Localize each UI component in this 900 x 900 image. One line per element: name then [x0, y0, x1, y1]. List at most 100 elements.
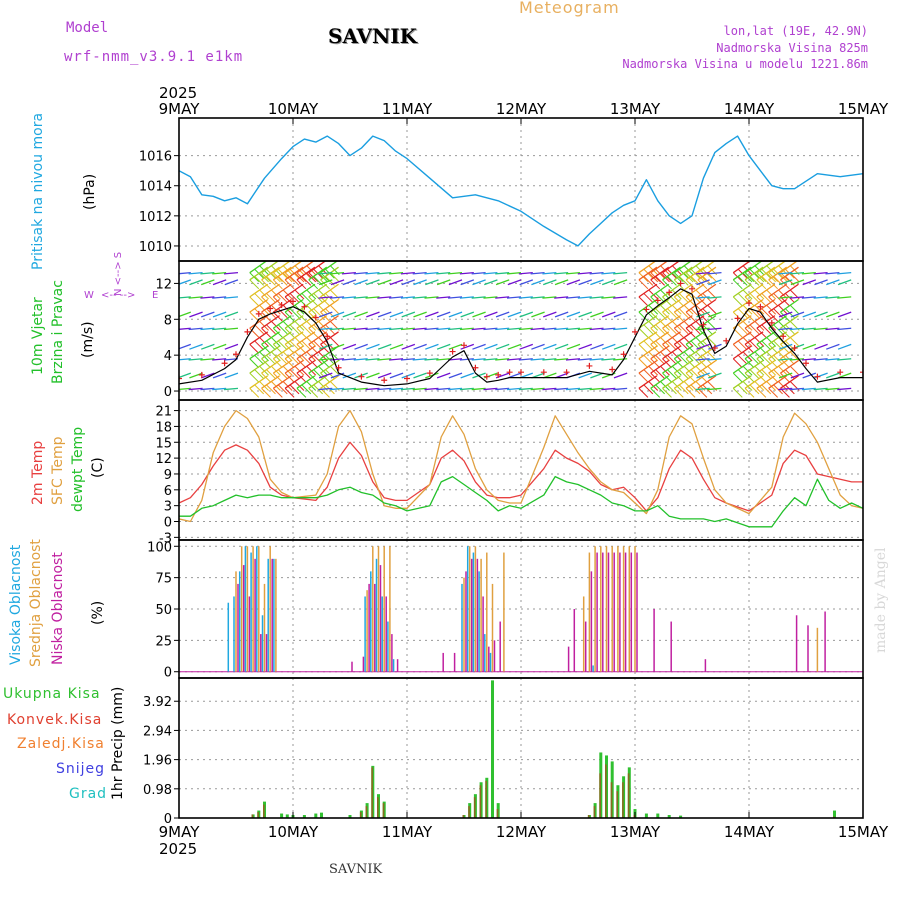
x-tick-label-top: 10MAY — [268, 100, 319, 118]
wind-barb — [472, 279, 486, 286]
wind-barb-flag — [266, 369, 276, 380]
x-tick-label-bottom: 10MAY — [268, 823, 319, 841]
wind-barb — [261, 266, 280, 281]
wind-barb — [542, 327, 557, 331]
wind-barb — [365, 358, 380, 361]
wind-barb — [272, 315, 292, 329]
wind-barb — [778, 387, 793, 391]
y-tick-label: -3 — [159, 531, 172, 546]
wind-barb — [790, 327, 805, 331]
wind-barb — [801, 358, 816, 361]
wind-barb — [412, 296, 427, 299]
svg-text:<-- -->: <-- --> — [101, 290, 135, 301]
wind-barb-flag — [685, 296, 696, 307]
wind-barb-flag — [638, 311, 649, 322]
wind-barb — [483, 387, 498, 391]
wind-barb-flag — [284, 344, 295, 354]
wind-barb — [284, 375, 304, 389]
wind-barb — [506, 272, 522, 275]
wind-barb — [448, 343, 463, 350]
wind-barb — [542, 358, 557, 361]
wind-barb — [790, 296, 805, 299]
x-tick-label-top: 11MAY — [382, 100, 433, 118]
wind-gust-point — [483, 373, 490, 380]
wind-barb — [778, 372, 793, 379]
temp-line-0-group — [179, 441, 863, 512]
wind-barb-flag — [650, 387, 661, 398]
wind-barb — [601, 272, 616, 275]
wind-barb-flag — [678, 340, 689, 351]
wind-barb-flag — [737, 308, 748, 319]
x-tick-label-bottom: 12MAY — [496, 823, 547, 841]
wind-barb-flag — [284, 387, 295, 398]
wind-barb-flag — [655, 340, 665, 351]
wind-barb — [495, 343, 510, 350]
y-tick-label: 3.92 — [143, 695, 172, 710]
wind-barb — [353, 387, 368, 391]
wind-gust-point — [426, 370, 433, 377]
wind-barb — [401, 311, 416, 318]
wind-barb — [377, 272, 392, 275]
wind-barb-flag — [690, 354, 701, 365]
wind-gust-point — [586, 362, 593, 369]
wind-barb-flag — [313, 354, 323, 365]
wind-barb — [589, 387, 604, 391]
wind-barb — [507, 343, 522, 350]
wind-barb — [318, 387, 333, 391]
wind-barb-flag — [249, 344, 260, 354]
wind-gust-point — [404, 375, 410, 382]
wind-barb — [401, 372, 416, 379]
wind-barb-flag — [667, 340, 677, 351]
wind-barb — [518, 272, 533, 275]
wind-barb-flag — [749, 293, 760, 303]
wind-barb-flag — [254, 354, 265, 365]
wind-compass-icon: N <--> S W E <-- --> — [84, 252, 158, 301]
wind-barb-flag — [284, 372, 295, 383]
precip-bar-conv — [599, 773, 601, 818]
wind-barb — [518, 296, 533, 299]
y-tick-label: 8 — [164, 313, 172, 328]
wind-barb-flag — [780, 372, 790, 383]
wind-barb — [471, 358, 486, 361]
wind-barb-flag — [761, 384, 772, 395]
wind-barb — [837, 358, 852, 361]
wind-barb — [695, 272, 710, 275]
wind-barb-flag — [313, 293, 323, 303]
wind-barb — [801, 296, 816, 299]
wind-gust-point — [803, 360, 809, 367]
precip-bar-total — [302, 815, 306, 818]
wind-barb — [790, 358, 805, 361]
wind-barb — [601, 311, 616, 318]
wind-barb — [318, 343, 333, 350]
wind-barb-flag — [768, 327, 779, 338]
wind-barb — [708, 279, 722, 286]
wind-barb — [366, 372, 380, 379]
wind-barb-flag — [272, 344, 283, 354]
wind-barb-flag — [749, 340, 760, 351]
wind-barb — [425, 279, 439, 286]
wind-barb — [613, 358, 628, 361]
x-tick-label-bottom: 13MAY — [610, 823, 661, 841]
wind-barb — [412, 358, 427, 361]
wind-barb-flag — [789, 304, 800, 315]
wind-barb — [697, 283, 717, 298]
precip-bar-conv — [263, 804, 265, 818]
wind-barb-flag — [662, 344, 672, 354]
wind-barb — [756, 331, 776, 345]
y-tick-label: 75 — [155, 572, 172, 587]
wind-gust-point — [301, 303, 308, 310]
wind-barb — [249, 266, 269, 281]
wind-barb — [697, 298, 717, 313]
wind-barb-flag — [650, 344, 661, 354]
wind-barb-flag — [643, 340, 654, 351]
wind-barb-flag — [289, 308, 300, 319]
wind-barb — [531, 343, 545, 350]
wind-barb — [601, 358, 616, 361]
wind-barb-flag — [266, 340, 276, 351]
wind-barb-flag — [768, 387, 779, 398]
year-bottom: 2025 — [159, 840, 198, 858]
wind-barb-flag — [655, 324, 665, 335]
wind-barb — [413, 279, 427, 286]
wind-barb — [756, 315, 776, 329]
wind-barb — [650, 331, 670, 345]
